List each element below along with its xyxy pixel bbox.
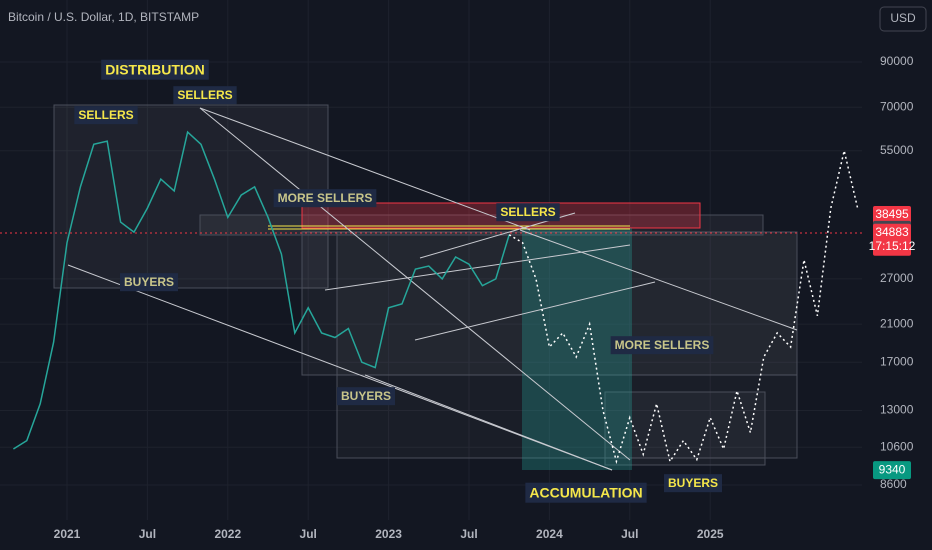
x-tick-label: 2025: [697, 527, 724, 541]
price-label: 34883: [875, 225, 909, 239]
x-tick-label: Jul: [460, 527, 477, 541]
annotation-bg: [525, 482, 647, 503]
price-label: 9340: [879, 462, 906, 476]
symbol-title: Bitcoin / U.S. Dollar, 1D, BITSTAMP: [8, 10, 199, 24]
price-line: [13, 130, 510, 450]
y-tick-label: 55000: [880, 143, 914, 157]
annotation-bg: [74, 106, 138, 125]
annotation: MORE SELLERS: [278, 191, 373, 205]
annotation: BUYERS: [668, 476, 718, 490]
x-tick-label: 2023: [375, 527, 402, 541]
y-tick-label: 17000: [880, 354, 914, 368]
annotation-bg: [336, 387, 396, 406]
annotation-bg: [119, 273, 179, 292]
annotation-bg: [273, 189, 377, 208]
annotation: SELLERS: [78, 108, 133, 122]
annotation: DISTRIBUTION: [105, 62, 205, 78]
y-tick-label: 21000: [880, 316, 914, 330]
annotation: BUYERS: [124, 275, 174, 289]
annotation: ACCUMULATION: [529, 485, 642, 501]
y-tick-label: 70000: [880, 99, 914, 113]
x-tick-label: 2022: [214, 527, 241, 541]
currency-button[interactable]: [879, 6, 927, 32]
zone-box: [199, 214, 764, 236]
zone-box: [604, 391, 766, 466]
y-tick-label: 8600: [880, 477, 907, 491]
zone-box: [336, 231, 798, 459]
currency-label[interactable]: USD: [890, 11, 916, 25]
price-label-box: [873, 461, 911, 480]
x-tick-label: 2021: [54, 527, 81, 541]
annotation: MORE SELLERS: [615, 338, 710, 352]
annotation: SELLERS: [500, 205, 555, 219]
annotation-bg: [173, 86, 237, 105]
annotation-bg: [610, 336, 714, 355]
y-tick-label: 13000: [880, 403, 914, 417]
annotation-bg: [101, 59, 209, 80]
price-countdown: 17:15:12: [869, 239, 916, 253]
annotation: SELLERS: [177, 88, 232, 102]
y-tick-label: 90000: [880, 54, 914, 68]
price-label-box: [873, 206, 911, 225]
x-tick-label: 2024: [536, 527, 563, 541]
x-tick-label: Jul: [300, 527, 317, 541]
annotation: BUYERS: [341, 389, 391, 403]
y-tick-label: 10600: [880, 439, 914, 453]
price-label-box: [873, 223, 911, 256]
x-tick-label: Jul: [621, 527, 638, 541]
trend-lines: [67, 107, 798, 471]
y-tick-label: 27000: [880, 271, 914, 285]
annotation-bg: [496, 203, 560, 222]
x-tick-label: Jul: [139, 527, 156, 541]
price-label: 38495: [875, 207, 909, 221]
annotation-bg: [663, 474, 723, 493]
